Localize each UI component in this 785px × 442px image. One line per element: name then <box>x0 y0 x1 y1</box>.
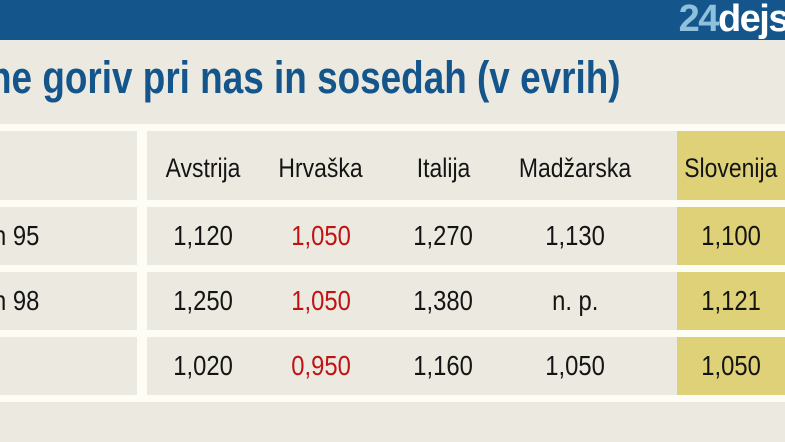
price-cell: 1,250 <box>173 285 234 316</box>
price-cell: 1,380 <box>413 285 474 316</box>
column-header-madzarska: Madžarska <box>518 152 632 183</box>
column-header-italija: Italija <box>416 152 471 183</box>
header-background <box>147 131 677 200</box>
row-slovenija-highlight <box>677 272 785 330</box>
table-row-95: n 95 1,120 1,050 1,270 1,130 1,100 <box>0 207 785 265</box>
price-cell: 1,121 <box>701 285 761 316</box>
row-label-cell <box>0 272 137 330</box>
column-header-slovenija: Slovenija <box>684 152 778 183</box>
price-cell: 1,050 <box>545 350 605 381</box>
price-cell: n. p. <box>551 285 599 316</box>
price-cell: 1,100 <box>701 220 761 251</box>
logo-text: dejs <box>717 0 785 40</box>
row-label-cell <box>0 337 137 395</box>
price-cell: 1,130 <box>545 220 605 251</box>
column-header-avstrija: Avstrija <box>166 152 241 183</box>
table-header-row: Avstrija Hrvaška Italija Madžarska Slove… <box>0 131 785 200</box>
row-slovenija-highlight <box>677 207 785 265</box>
price-cell: 0,950 <box>291 350 351 381</box>
table-row-98: n 98 1,250 1,050 1,380 n. p. 1,121 <box>0 272 785 330</box>
row-background <box>147 207 677 265</box>
row-background <box>147 337 677 395</box>
table-row-3: 1,020 0,950 1,160 1,050 1,050 <box>0 337 785 395</box>
24dejstva-logo: 24dejs <box>679 0 785 40</box>
row-label-cell <box>0 207 137 265</box>
page-title: ne goriv pri nas in sosedah (v evrih) <box>0 52 621 103</box>
fuel-prices-table: Avstrija Hrvaška Italija Madžarska Slove… <box>0 124 785 402</box>
price-cell: 1,020 <box>173 350 234 381</box>
logo-24: 24 <box>678 0 720 40</box>
price-cell: 1,120 <box>173 220 234 251</box>
top-bar: 24dejs <box>0 0 785 40</box>
price-cell: 1,270 <box>413 220 474 251</box>
header-slovenija-highlight <box>677 131 785 200</box>
price-cell: 1,160 <box>413 350 474 381</box>
price-cell: 1,050 <box>701 350 761 381</box>
header-label-cell <box>0 131 137 200</box>
price-cell: 1,050 <box>291 220 351 251</box>
column-header-hrvaska: Hrvaška <box>278 152 364 183</box>
row-background <box>147 272 677 330</box>
row-label: n 95 <box>0 220 40 251</box>
row-slovenija-highlight <box>677 337 785 395</box>
row-label: n 98 <box>0 285 40 316</box>
price-cell: 1,050 <box>291 285 351 316</box>
